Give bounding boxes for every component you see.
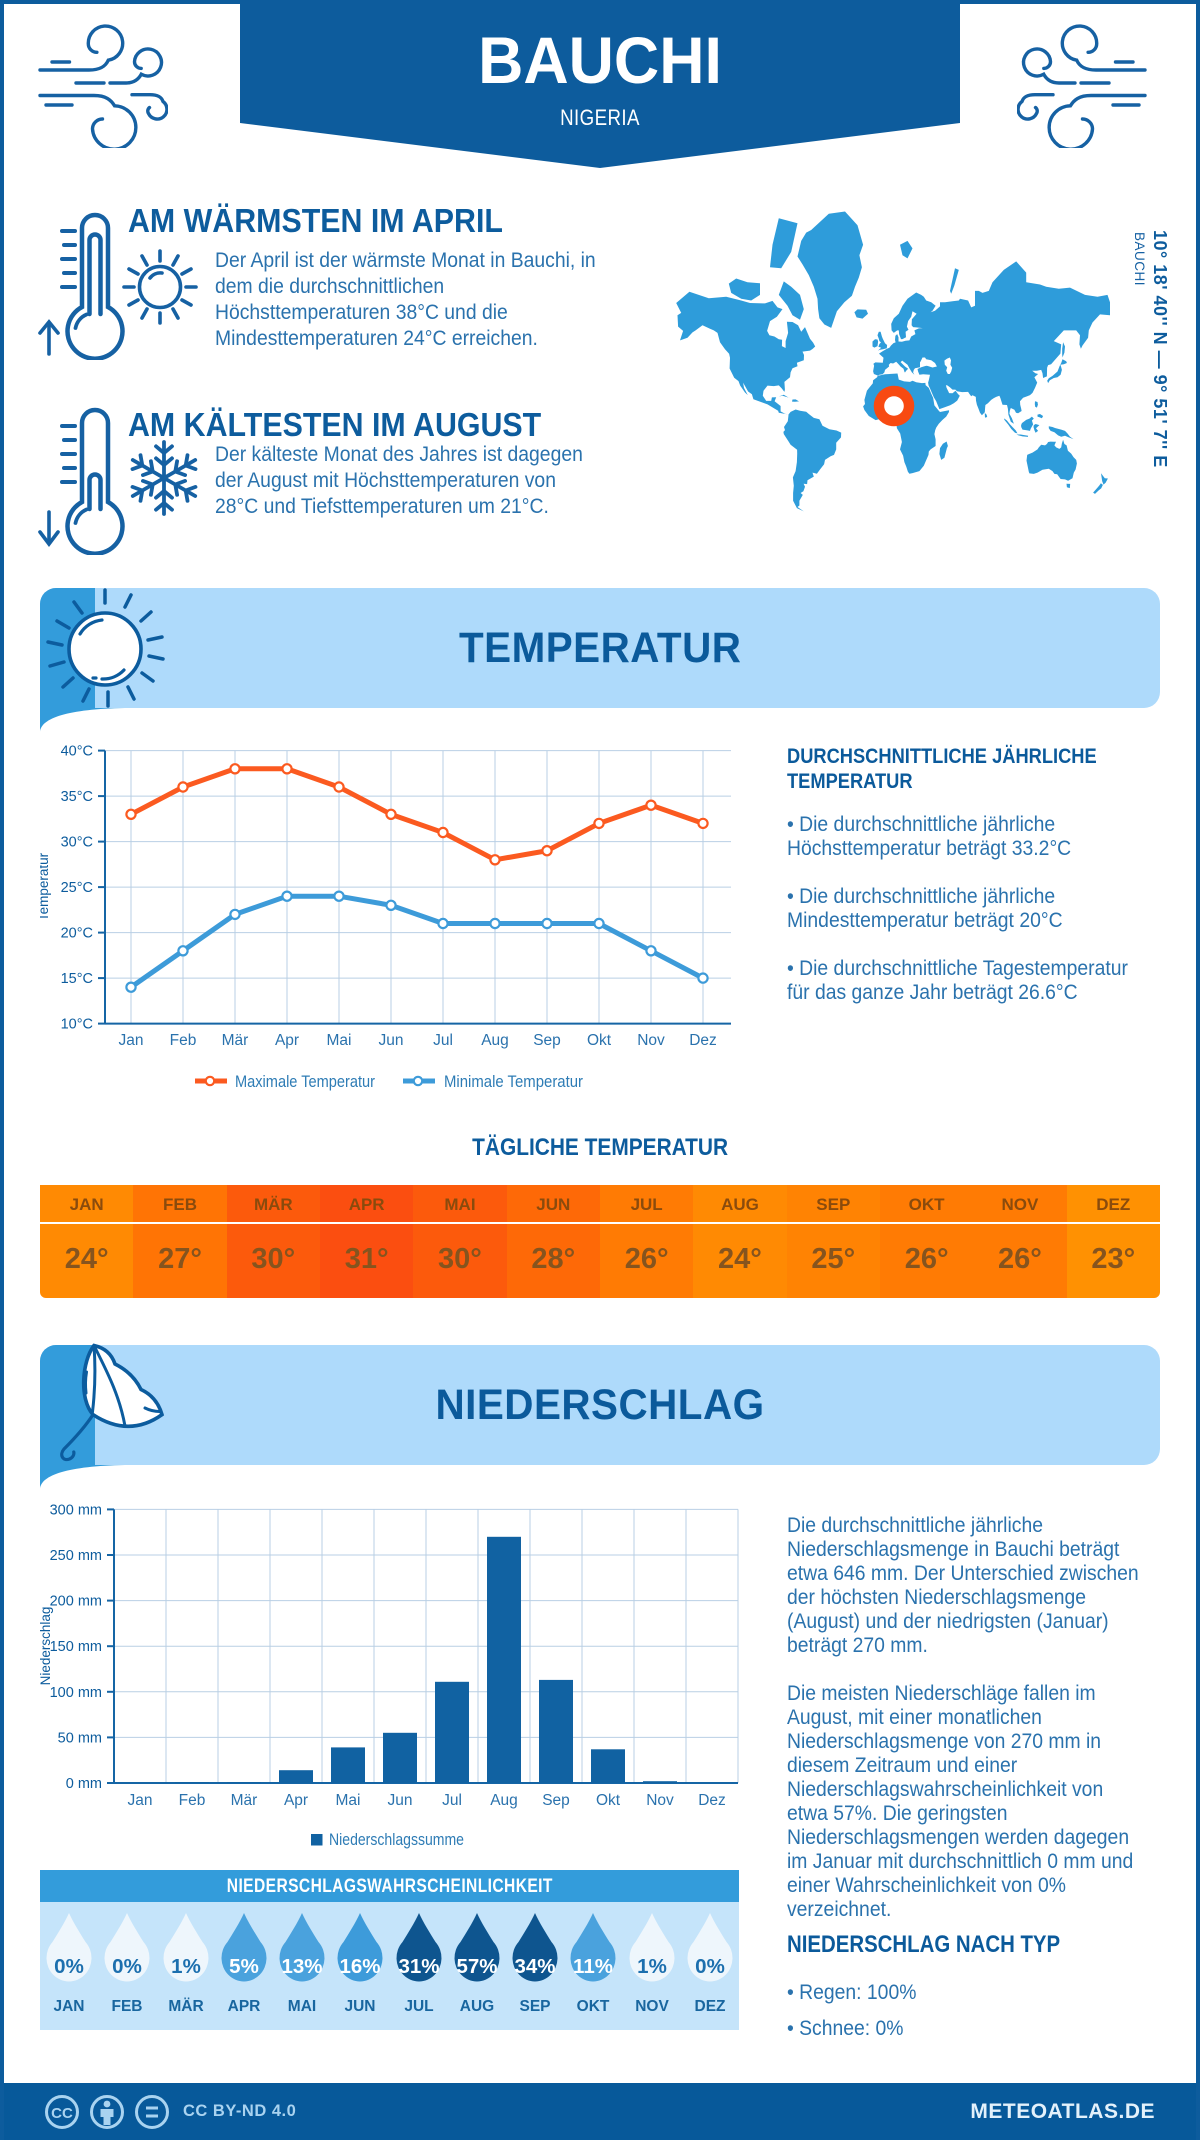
svg-text:250 mm: 250 mm <box>50 1548 102 1564</box>
svg-text:1%: 1% <box>637 1955 667 1978</box>
svg-text:5%: 5% <box>229 1955 259 1978</box>
svg-text:Aug: Aug <box>481 1032 509 1049</box>
svg-text:Jul: Jul <box>433 1032 453 1049</box>
svg-text:300 mm: 300 mm <box>50 1502 102 1518</box>
svg-text:CC: CC <box>51 2105 73 2122</box>
svg-text:25°C: 25°C <box>61 880 93 896</box>
svg-text:Mär: Mär <box>222 1032 249 1049</box>
svg-text:FEB: FEB <box>112 1998 143 2015</box>
svg-text:Jan: Jan <box>128 1792 153 1809</box>
svg-text:10°C: 10°C <box>61 1017 93 1033</box>
svg-text:NOV: NOV <box>635 1998 669 2015</box>
svg-text:JAN: JAN <box>53 1998 84 2015</box>
svg-text:Mär: Mär <box>231 1792 258 1809</box>
svg-text:Dez: Dez <box>698 1792 726 1809</box>
svg-text:0%: 0% <box>112 1955 142 1978</box>
svg-text:Minimale Temperatur: Minimale Temperatur <box>444 1073 583 1091</box>
svg-text:11%: 11% <box>573 1955 613 1978</box>
svg-text:0 mm: 0 mm <box>66 1776 102 1792</box>
svg-text:1%: 1% <box>171 1955 201 1978</box>
svg-text:Nov: Nov <box>646 1792 674 1809</box>
svg-text:200 mm: 200 mm <box>50 1594 102 1610</box>
svg-text:Jun: Jun <box>379 1032 404 1049</box>
svg-text:30°C: 30°C <box>61 835 93 851</box>
svg-text:57%: 57% <box>456 1955 497 1978</box>
svg-text:Jan: Jan <box>119 1032 144 1049</box>
svg-text:Niederschlagssumme: Niederschlagssumme <box>329 1831 464 1849</box>
svg-text:APR: APR <box>228 1998 261 2015</box>
svg-text:Okt: Okt <box>596 1792 621 1809</box>
svg-text:150 mm: 150 mm <box>50 1639 102 1655</box>
svg-text:31%: 31% <box>398 1955 439 1978</box>
svg-text:JUN: JUN <box>344 1998 375 2015</box>
svg-text:DEZ: DEZ <box>695 1998 727 2015</box>
svg-text:Feb: Feb <box>179 1792 206 1809</box>
svg-text:100 mm: 100 mm <box>50 1685 102 1701</box>
svg-text:Apr: Apr <box>284 1792 308 1809</box>
svg-text:SEP: SEP <box>519 1998 550 2015</box>
svg-text:Apr: Apr <box>275 1032 299 1049</box>
svg-text:Okt: Okt <box>587 1032 612 1049</box>
svg-text:Dez: Dez <box>689 1032 717 1049</box>
svg-text:Nov: Nov <box>637 1032 665 1049</box>
svg-text:Jul: Jul <box>442 1792 462 1809</box>
svg-text:MAI: MAI <box>288 1998 316 2015</box>
svg-text:JUL: JUL <box>404 1998 433 2015</box>
svg-text:AUG: AUG <box>460 1998 494 2015</box>
svg-text:0%: 0% <box>54 1955 84 1978</box>
svg-text:Mai: Mai <box>327 1032 352 1049</box>
svg-text:Niederschlag: Niederschlag <box>40 1607 53 1686</box>
svg-text:Sep: Sep <box>542 1792 570 1809</box>
svg-text:Jun: Jun <box>388 1792 413 1809</box>
svg-text:15°C: 15°C <box>61 971 93 987</box>
svg-text:50 mm: 50 mm <box>58 1730 102 1746</box>
svg-text:34%: 34% <box>514 1955 555 1978</box>
svg-text:Aug: Aug <box>490 1792 518 1809</box>
svg-text:13%: 13% <box>281 1955 322 1978</box>
svg-text:MÄR: MÄR <box>168 1998 203 2015</box>
svg-text:Mai: Mai <box>336 1792 361 1809</box>
svg-text:16%: 16% <box>339 1955 380 1978</box>
svg-text:OKT: OKT <box>577 1998 610 2015</box>
svg-text:Sep: Sep <box>533 1032 561 1049</box>
svg-text:35°C: 35°C <box>61 789 93 805</box>
svg-text:40°C: 40°C <box>61 744 93 760</box>
svg-text:0%: 0% <box>695 1955 725 1978</box>
svg-text:20°C: 20°C <box>61 926 93 942</box>
svg-text:Temperatur: Temperatur <box>40 852 51 921</box>
svg-text:Maximale Temperatur: Maximale Temperatur <box>235 1073 375 1091</box>
svg-text:Feb: Feb <box>170 1032 197 1049</box>
